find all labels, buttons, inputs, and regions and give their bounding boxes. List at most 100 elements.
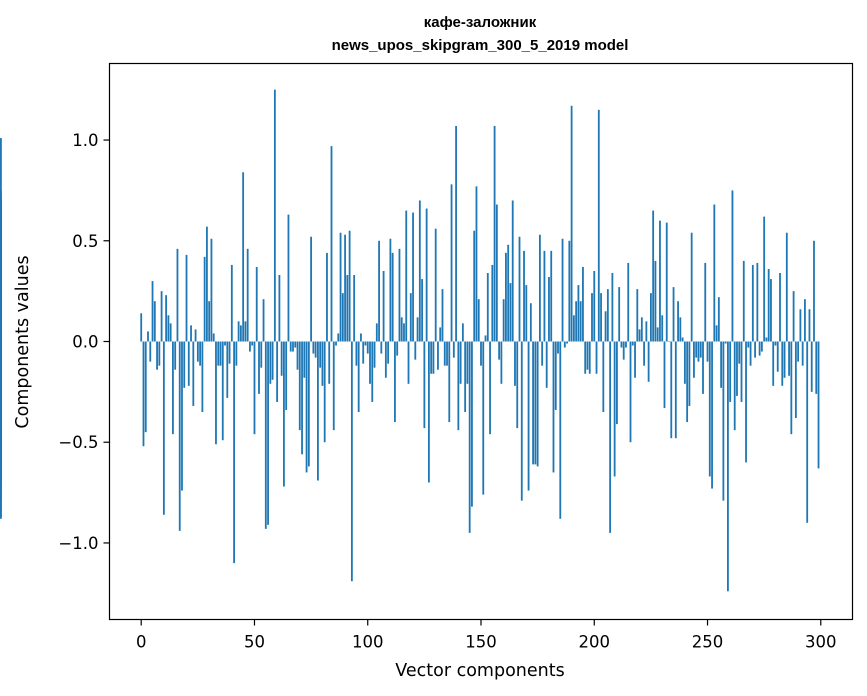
bar	[289, 341, 292, 352]
bar	[745, 341, 747, 463]
bar	[697, 341, 700, 362]
bar	[421, 279, 424, 342]
y-tick-label: 1.0	[72, 131, 98, 150]
bar	[387, 341, 390, 364]
bar	[273, 89, 276, 342]
bar	[230, 264, 233, 342]
bar	[543, 250, 546, 342]
bar	[783, 341, 786, 378]
bar	[495, 204, 498, 342]
bar	[323, 341, 326, 443]
bar	[738, 341, 741, 364]
bar	[378, 240, 380, 342]
bar	[604, 311, 607, 342]
bar	[480, 341, 482, 366]
bar	[690, 232, 693, 342]
bar	[799, 309, 802, 342]
bar	[620, 341, 623, 348]
bar	[210, 238, 213, 342]
y-axis-ticks: −1.0 −0.5 0.0 0.5 1.0	[58, 131, 110, 553]
bar	[670, 341, 673, 439]
bar	[790, 341, 793, 435]
bar	[631, 341, 634, 346]
bar	[337, 333, 340, 342]
bar	[582, 266, 584, 342]
bar	[371, 341, 374, 402]
bar	[715, 325, 718, 342]
bar	[437, 341, 439, 370]
bar	[416, 317, 419, 342]
bar	[296, 341, 299, 370]
bar	[294, 341, 297, 348]
bar	[346, 275, 349, 342]
bar	[394, 341, 396, 423]
bar	[756, 262, 759, 342]
bar	[251, 341, 254, 346]
bar	[815, 341, 818, 394]
bar	[772, 341, 775, 386]
bar	[144, 341, 147, 433]
bar	[190, 325, 192, 342]
bar	[400, 317, 403, 342]
bar	[0, 226, 2, 342]
bar	[677, 301, 679, 342]
bar	[767, 268, 770, 342]
bar	[425, 208, 428, 342]
bar	[439, 327, 442, 342]
bar	[484, 335, 487, 342]
bar	[663, 341, 666, 408]
bar	[156, 341, 158, 370]
bar	[699, 341, 702, 358]
bar	[158, 341, 161, 366]
bar	[366, 341, 369, 354]
bar	[754, 341, 756, 358]
bar	[550, 250, 553, 342]
bar	[382, 270, 385, 342]
bar	[781, 341, 784, 386]
bar	[391, 252, 394, 342]
bar	[724, 341, 727, 344]
bar	[403, 323, 405, 342]
bar	[652, 210, 655, 342]
bar	[785, 232, 788, 342]
bar	[249, 341, 251, 352]
bar	[760, 341, 763, 352]
bar	[704, 262, 707, 342]
bar	[618, 287, 621, 342]
y-tick-label: 0.5	[72, 232, 98, 251]
bar	[298, 341, 301, 431]
bar	[498, 341, 501, 360]
bar	[534, 341, 537, 465]
bar	[409, 293, 412, 342]
bar	[185, 254, 188, 342]
bar	[160, 291, 163, 342]
bar	[668, 341, 670, 342]
bar	[532, 341, 534, 465]
bar	[733, 341, 736, 431]
bar	[326, 252, 328, 342]
bar	[477, 299, 480, 342]
bar	[702, 341, 704, 394]
bar	[688, 341, 691, 406]
bar	[165, 295, 168, 342]
bar	[579, 301, 582, 342]
bar	[616, 341, 618, 425]
bar	[237, 321, 240, 342]
bar	[817, 341, 820, 469]
bar	[328, 341, 331, 384]
bar	[292, 341, 294, 352]
bar	[353, 275, 356, 342]
bar	[654, 260, 657, 342]
bar	[319, 341, 322, 368]
bar	[339, 232, 342, 342]
bar	[742, 260, 745, 342]
bar-series	[0, 89, 820, 592]
bar	[763, 216, 766, 342]
bar	[228, 341, 231, 364]
bar	[729, 341, 732, 402]
bar	[572, 315, 575, 342]
bar	[169, 323, 172, 342]
bar	[731, 190, 734, 342]
bar	[405, 210, 408, 342]
